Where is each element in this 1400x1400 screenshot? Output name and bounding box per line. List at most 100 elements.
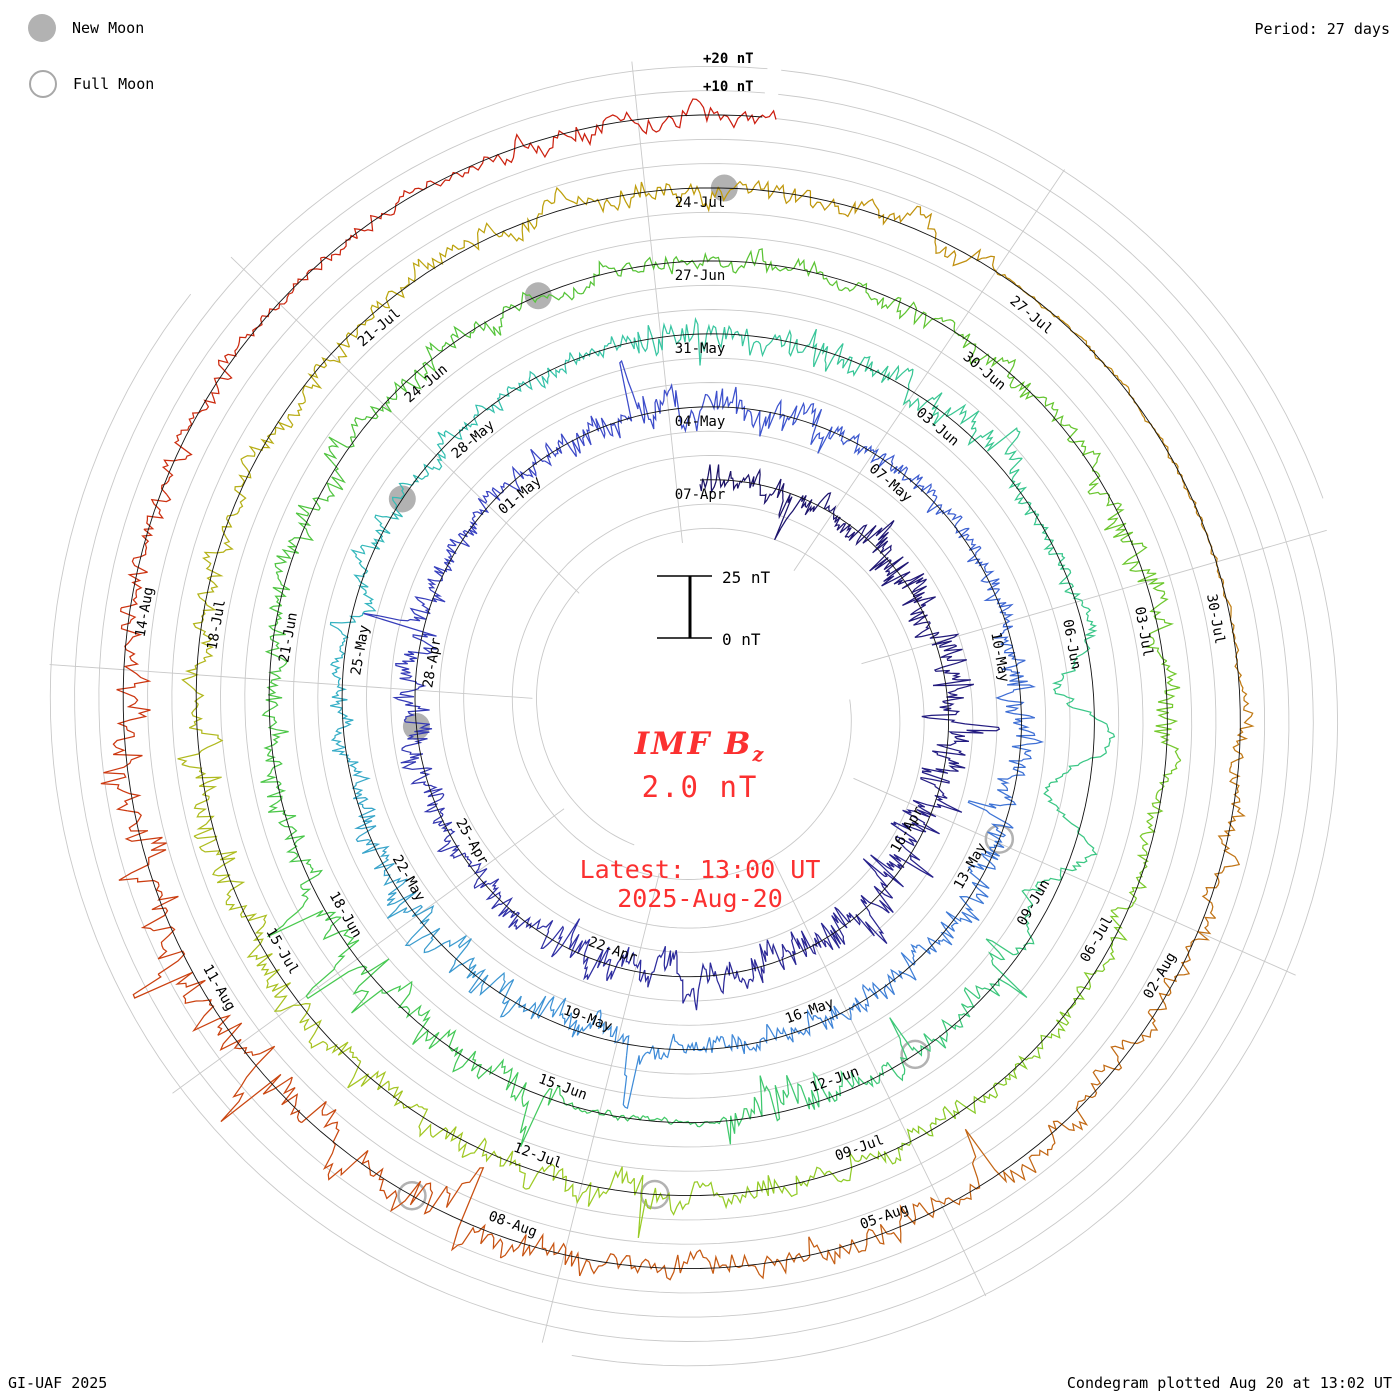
bz-trace-segment — [528, 448, 545, 478]
bz-trace-segment — [248, 426, 285, 454]
bz-trace-segment — [1048, 861, 1082, 881]
bz-trace-segment — [1091, 947, 1116, 975]
date-label: 07-May — [866, 461, 915, 506]
bz-trace-segment — [140, 885, 179, 932]
bz-trace-segment — [729, 1096, 756, 1145]
bz-trace-segment — [301, 1101, 340, 1145]
bz-trace-segment — [921, 700, 961, 719]
bz-trace-segment — [553, 186, 592, 206]
bz-trace-segment — [606, 946, 630, 982]
bz-trace-segment — [490, 891, 514, 917]
date-label: 06-Jul — [1077, 913, 1116, 965]
bz-trace-segment — [721, 386, 743, 414]
bz-trace-segment — [1229, 616, 1240, 654]
bz-trace-segment — [779, 329, 803, 357]
bz-trace-segment — [405, 1004, 431, 1045]
bz-trace-segment — [520, 291, 550, 308]
bz-trace-segment — [361, 843, 390, 870]
bz-trace-segment — [607, 1025, 630, 1056]
bz-trace-segment — [890, 952, 917, 981]
bz-trace-segment — [299, 1018, 329, 1049]
bz-trace-segment — [551, 918, 581, 958]
bz-trace-segment — [985, 938, 1028, 999]
date-label: 12-Jun — [808, 1064, 861, 1096]
bz-trace-segment — [699, 323, 727, 366]
bz-trace-segment — [622, 1045, 654, 1110]
bz-trace-segment — [780, 495, 813, 529]
bz-trace-segment — [193, 796, 215, 837]
bz-trace-segment — [617, 359, 634, 426]
bz-trace-segment — [522, 199, 555, 234]
bz-trace-segment — [1044, 397, 1065, 427]
bz-trace-segment — [862, 520, 895, 554]
bz-trace-segment — [326, 461, 346, 497]
bz-trace-segment — [967, 800, 1014, 831]
bz-trace-segment — [260, 754, 283, 785]
bz-trace-segment — [932, 666, 971, 687]
bz-trace-segment — [433, 561, 453, 582]
bz-trace-segment — [225, 485, 247, 519]
bz-trace-segment — [305, 939, 368, 1000]
bz-trace-segment — [116, 649, 152, 691]
bz-trace-segment — [267, 902, 342, 938]
bz-trace-segment — [540, 919, 565, 949]
bz-trace-segment — [181, 763, 222, 798]
bz-trace-segment — [225, 901, 268, 923]
date-label: 21-Jul — [355, 305, 404, 350]
grid-radial-line — [230, 256, 580, 594]
bz-trace-segment — [362, 612, 437, 642]
bz-trace-segment — [1062, 752, 1107, 775]
bz-trace-segment — [736, 958, 757, 989]
latest-value: 2.0 nT — [641, 770, 759, 804]
bz-trace-segment — [1064, 424, 1087, 451]
bz-trace-segment — [613, 1114, 644, 1122]
bz-trace-segment — [967, 427, 995, 452]
bz-trace-segment — [908, 596, 936, 623]
bz-trace-segment — [929, 631, 960, 648]
bz-trace-segment — [562, 1012, 584, 1038]
bz-trace-segment — [1073, 971, 1093, 1004]
bz-trace-segment — [1229, 765, 1241, 805]
bz-trace-segment — [864, 445, 887, 464]
bz-trace-segment — [351, 958, 390, 1014]
bz-trace-segment — [500, 1232, 546, 1259]
bz-trace-segment — [347, 1061, 390, 1091]
bz-trace-segment — [928, 717, 1001, 738]
bz-trace-segment — [1104, 724, 1116, 753]
date-label: 25-May — [348, 624, 373, 677]
bz-trace-segment — [353, 573, 375, 604]
full-moon-icon — [29, 70, 57, 98]
bz-trace-segment — [809, 190, 843, 215]
bz-trace-segment — [544, 1241, 581, 1277]
grid-ring-spiral — [74, 65, 1290, 1318]
bz-trace-segment — [988, 785, 1017, 807]
bz-trace-segment — [655, 383, 681, 416]
bz-trace-segment — [595, 417, 621, 440]
bz-trace-segment — [761, 478, 782, 506]
bz-trace-segment — [576, 415, 600, 447]
bz-trace-segment — [548, 286, 581, 301]
bz-trace-segment — [861, 1150, 902, 1165]
bz-trace-segment — [982, 1077, 1011, 1103]
bz-trace-segment — [462, 404, 479, 431]
plus20-nt-label: +20 nT — [703, 51, 754, 67]
grid-radial-line — [631, 61, 683, 543]
bz-trace-segment — [292, 257, 323, 290]
bz-trace-segment — [945, 403, 980, 430]
bz-trace-segment — [394, 369, 422, 397]
date-label: 19-May — [561, 1003, 614, 1035]
bz-trace-segment — [1185, 916, 1216, 948]
full-moon-marker — [397, 1180, 427, 1211]
bz-trace-segment — [1048, 1101, 1089, 1132]
bz-trace-segment — [1023, 899, 1034, 932]
bz-trace-segment — [913, 621, 940, 639]
bz-trace-segment — [913, 483, 938, 498]
bz-trace-segment — [934, 785, 963, 813]
bz-trace-segment — [449, 848, 473, 867]
bz-trace-segment — [1087, 482, 1122, 507]
bz-trace-segment — [434, 935, 472, 965]
bz-trace-segment — [153, 926, 186, 975]
bz-trace-segment — [536, 996, 567, 1020]
bz-trace-segment — [411, 463, 434, 486]
baseline-spiral-path — [122, 114, 1241, 1270]
